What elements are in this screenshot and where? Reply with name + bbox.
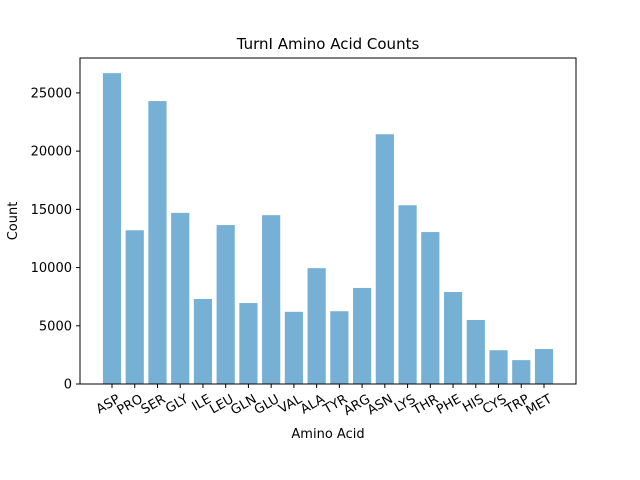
y-tick-label: 25000 (31, 86, 72, 101)
y-axis-label: Count (6, 202, 21, 241)
y-tick-label: 0 (64, 378, 72, 393)
y-axis-ticks: 0 5000 10000 15000 20000 25000 (31, 86, 80, 393)
plot-area-frame (79, 57, 577, 385)
bar-ala (307, 268, 326, 384)
x-tick-label-phe: PHE (434, 392, 464, 418)
y-tick-label: 15000 (31, 203, 72, 218)
bar-asp (102, 73, 122, 384)
bar-tyr (330, 311, 349, 384)
bar-gly (171, 212, 190, 384)
bar-val (284, 311, 303, 384)
bar-glu (262, 215, 281, 384)
x-tick-label-gly: GLY (163, 392, 191, 417)
x-tick-label-asn: ASN (365, 392, 396, 418)
bar-lys (398, 205, 417, 384)
bars-group (102, 73, 554, 384)
bar-ile (193, 299, 213, 384)
bar-ser (148, 101, 167, 384)
bar-his (466, 319, 485, 384)
bar-arg (353, 287, 372, 384)
bar-trp (512, 360, 531, 384)
y-tick-label: 20000 (31, 145, 72, 160)
bar-thr (421, 232, 440, 384)
bar-phe (443, 292, 463, 384)
bar-pro (125, 230, 144, 384)
chart-title: TurnI Amino Acid Counts (236, 35, 420, 53)
x-tick-label-met: MET (524, 392, 555, 419)
x-axis-label: Amino Acid (291, 427, 364, 442)
bar-met (534, 349, 554, 384)
bar-leu (216, 225, 235, 384)
y-tick-label: 10000 (31, 261, 72, 276)
bar-asn (375, 134, 394, 384)
bar-cys (489, 350, 508, 384)
y-tick-label: 5000 (39, 319, 72, 334)
bar-gln (239, 303, 258, 384)
x-axis-ticks: ASPPROSERGLYILELEUGLNGLUVALALATYRARGASNL… (94, 384, 555, 419)
